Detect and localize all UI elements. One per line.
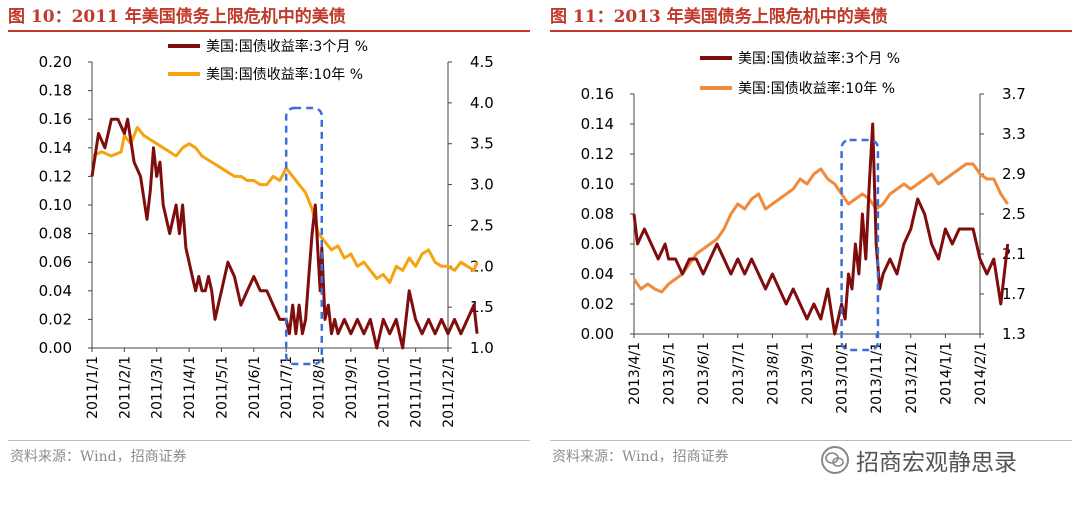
title-rule bbox=[550, 30, 1072, 32]
legend-label-10y: 美国:国债收益率:10年 % bbox=[738, 80, 895, 97]
source-rule bbox=[8, 440, 530, 441]
y-left-tick-label: 0.02 bbox=[39, 310, 72, 328]
series-10y-line bbox=[91, 125, 479, 285]
y-left-tick-label: 0.06 bbox=[39, 253, 72, 271]
y-left-tick-label: 0.10 bbox=[581, 175, 614, 193]
watermark: 招商宏观静思录 bbox=[820, 440, 1017, 480]
x-tick-label: 2011/7/1 bbox=[279, 356, 295, 419]
y-left-tick-label: 0.08 bbox=[581, 205, 614, 223]
source-note: 资料来源：Wind，招商证券 bbox=[552, 449, 729, 465]
y-right-tick-label: 3.7 bbox=[1002, 85, 1026, 103]
y-right-tick-label: 2.0 bbox=[470, 257, 494, 275]
x-tick-label: 2013/11/1 bbox=[869, 342, 885, 414]
y-right-tick-label: 1.7 bbox=[1002, 285, 1026, 303]
x-tick-label: 2013/7/1 bbox=[731, 342, 747, 405]
figure-title: 图 11：2013 年美国债务上限危机中的美债 bbox=[550, 7, 888, 27]
x-tick-label: 2011/9/1 bbox=[344, 356, 360, 419]
y-right-tick-label: 4.0 bbox=[470, 94, 494, 112]
y-right-tick-label: 3.0 bbox=[470, 176, 494, 194]
x-tick-label: 2011/6/1 bbox=[247, 356, 263, 419]
x-tick-label: 2013/6/1 bbox=[696, 342, 712, 405]
y-right-tick-label: 1.3 bbox=[1002, 325, 1026, 343]
source-note: 资料来源：Wind，招商证券 bbox=[10, 449, 187, 465]
x-tick-label: 2011/11/1 bbox=[409, 356, 425, 428]
y-left-tick-label: 0.16 bbox=[581, 85, 614, 103]
title-rule bbox=[8, 30, 530, 32]
x-tick-label: 2013/8/1 bbox=[765, 342, 781, 405]
figure-title: 图 10：2011 年美国债务上限危机中的美债 bbox=[8, 7, 346, 27]
x-tick-label: 2013/12/1 bbox=[904, 342, 920, 414]
y-left-tick-label: 0.18 bbox=[39, 82, 72, 100]
y-right-tick-label: 1.0 bbox=[470, 339, 494, 357]
y-left-tick-label: 0.02 bbox=[581, 295, 614, 313]
x-tick-label: 2014/2/1 bbox=[973, 342, 989, 405]
legend-label-3m: 美国:国债收益率:3个月 % bbox=[206, 38, 368, 55]
wechat-icon bbox=[821, 446, 849, 474]
chart-panel-2011: 图 10：2011 年美国债务上限危机中的美债 0.00 0.02 0.04 0.06… bbox=[8, 0, 538, 470]
x-tick-label: 2011/4/1 bbox=[182, 356, 198, 419]
series-10y-line bbox=[632, 162, 1009, 294]
y-left-tick-label: 0.14 bbox=[581, 115, 614, 133]
x-tick-label: 2011/10/1 bbox=[376, 356, 392, 428]
y-right-tick-label: 3.3 bbox=[1002, 125, 1026, 143]
x-tick-label: 2013/10/1 bbox=[835, 342, 851, 414]
y-left-tick-label: 0.04 bbox=[581, 265, 614, 283]
x-tick-label: 2011/8/1 bbox=[312, 356, 328, 419]
x-tick-label: 2011/1/1 bbox=[85, 356, 101, 419]
y-left-tick-label: 0.10 bbox=[39, 196, 72, 214]
y-right-tick-label: 3.5 bbox=[470, 135, 494, 153]
y-left-tick-label: 0.00 bbox=[39, 339, 72, 357]
x-tick-label: 2011/5/1 bbox=[214, 356, 230, 419]
y-left-tick-label: 0.20 bbox=[39, 53, 72, 71]
y-left-tick-label: 0.14 bbox=[39, 139, 72, 157]
y-left-tick-label: 0.16 bbox=[39, 110, 72, 128]
legend-label-3m: 美国:国债收益率:3个月 % bbox=[738, 50, 900, 67]
x-tick-label: 2014/1/1 bbox=[938, 342, 954, 405]
line-chart-2013: 0.00 0.02 0.04 0.06 0.08 0.10 0.12 0.14 0.16 1.3 1… bbox=[581, 50, 1026, 414]
series-3m-line bbox=[632, 122, 1010, 336]
x-tick-label: 2011/12/1 bbox=[441, 356, 457, 428]
line-chart-2011: 0.00 0.02 0.04 0.06 0.08 0.10 0.12 0.14 0.16 0.18… bbox=[39, 38, 494, 428]
x-tick-label: 2011/3/1 bbox=[150, 356, 166, 419]
y-right-tick-label: 2.5 bbox=[1002, 205, 1026, 223]
y-left-tick-label: 0.00 bbox=[581, 325, 614, 343]
x-tick-label: 2013/4/1 bbox=[627, 342, 643, 405]
chart-panel-2013: 图 11：2013 年美国债务上限危机中的美债 0.00 0.02 0.04 0.06… bbox=[550, 0, 1080, 470]
y-left-tick-label: 0.08 bbox=[39, 225, 72, 243]
series-3m-line bbox=[90, 117, 479, 350]
watermark-text: 招商宏观静思录 bbox=[856, 450, 1017, 476]
x-tick-label: 2013/5/1 bbox=[662, 342, 678, 405]
y-right-tick-label: 4.5 bbox=[470, 53, 494, 71]
y-right-tick-label: 2.5 bbox=[470, 216, 494, 234]
source-rule bbox=[550, 440, 1072, 441]
y-right-tick-label: 2.9 bbox=[1002, 165, 1026, 183]
x-tick-label: 2011/2/1 bbox=[117, 356, 133, 419]
y-left-tick-label: 0.06 bbox=[581, 235, 614, 253]
x-tick-label: 2013/9/1 bbox=[800, 342, 816, 405]
y-left-tick-label: 0.12 bbox=[39, 167, 72, 185]
highlight-box bbox=[284, 106, 324, 366]
y-left-tick-label: 0.04 bbox=[39, 282, 72, 300]
y-left-tick-label: 0.12 bbox=[581, 145, 614, 163]
legend-label-10y: 美国:国债收益率:10年 % bbox=[206, 66, 363, 83]
